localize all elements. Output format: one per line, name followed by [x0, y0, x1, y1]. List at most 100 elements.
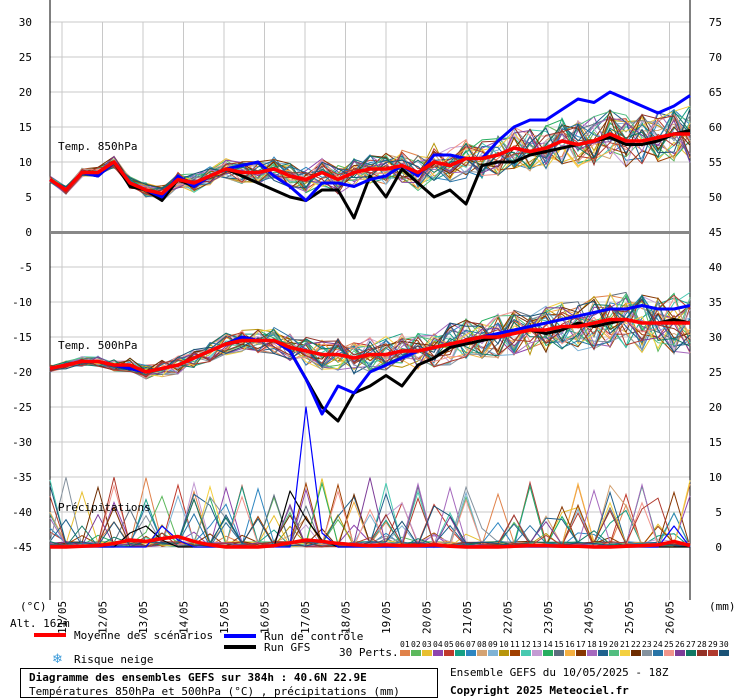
series-line-precip — [50, 534, 691, 549]
y-tick-right: 40 — [709, 261, 722, 274]
title-box: Diagramme des ensembles GEFS sur 384h : … — [20, 668, 438, 698]
legend-gfs-label: Run GFS — [264, 641, 310, 654]
member-id-label: 17 — [576, 640, 586, 649]
member-swatch — [488, 650, 498, 656]
series-line-t500 — [49, 317, 690, 374]
member-swatch — [521, 650, 531, 656]
member-swatch — [686, 650, 696, 656]
member-swatch — [609, 650, 619, 656]
y-tick-right: 25 — [709, 366, 722, 379]
right-unit-label: (mm) — [709, 600, 736, 613]
member-id-label: 09 — [488, 640, 498, 649]
member-line-precip — [49, 485, 691, 548]
copyright: Copyright 2025 Meteociel.fr — [450, 684, 629, 697]
x-tick-label: 15/05 — [218, 601, 231, 634]
y-tick-left: 20 — [19, 86, 32, 99]
y-tick-left: 5 — [25, 191, 32, 204]
y-tick-right: 35 — [709, 296, 722, 309]
member-id-label: 16 — [565, 640, 575, 649]
series-line-t850 — [49, 132, 690, 196]
member-id-label: 12 — [521, 640, 531, 649]
legend-control-label: Run de contrôle — [264, 630, 363, 643]
y-tick-right: 10 — [709, 471, 722, 484]
x-tick-label: 23/05 — [542, 601, 555, 634]
member-id-label: 03 — [422, 640, 432, 649]
y-tick-left: 15 — [19, 121, 32, 134]
y-tick-right: 70 — [709, 51, 722, 64]
member-id-label: 14 — [543, 640, 553, 649]
x-tick-label: 19/05 — [380, 601, 393, 634]
axis-labels: 11/05 12/05 13/05 14/05 15/05 16/05 17/05 18/05… — [12, 16, 722, 634]
member-swatch — [565, 650, 575, 656]
member-legend: 01 02 03 04 05 06 07 08 09 10 11 12 13 14 15 16 17 18 19 20… — [400, 640, 729, 656]
member-swatch — [411, 650, 421, 656]
member-swatch — [620, 650, 630, 656]
chart-title: Diagramme des ensembles GEFS sur 384h : … — [29, 671, 367, 684]
y-tick-right: 30 — [709, 331, 722, 344]
member-id-label: 23 — [642, 640, 652, 649]
x-tick-label: 21/05 — [461, 601, 474, 634]
member-id-label: 13 — [532, 640, 542, 649]
x-tick-label: 25/05 — [623, 601, 636, 634]
member-id-label: 15 — [554, 640, 564, 649]
member-swatch — [510, 650, 520, 656]
x-tick-label: 14/05 — [178, 601, 191, 634]
x-tick-label: 22/05 — [502, 601, 515, 634]
member-swatch — [543, 650, 553, 656]
member-id-label: 05 — [444, 640, 454, 649]
x-tick-label: 18/05 — [340, 601, 353, 634]
member-line-t500 — [49, 292, 691, 377]
member-id-label: 22 — [631, 640, 641, 649]
member-id-label: 30 — [719, 640, 729, 649]
panel-label-precip: Précipitations — [58, 501, 151, 514]
member-swatch — [455, 650, 465, 656]
y-tick-right: 15 — [709, 436, 722, 449]
member-swatch — [598, 650, 608, 656]
member-id-label: 07 — [466, 640, 476, 649]
member-swatch — [532, 650, 542, 656]
altitude-label: Alt. 162m — [10, 617, 70, 630]
legend-snow-label: Risque neige — [74, 653, 153, 666]
y-tick-left: 10 — [19, 156, 32, 169]
member-swatch — [499, 650, 509, 656]
member-swatch — [642, 650, 652, 656]
member-swatch — [587, 650, 597, 656]
y-tick-right: 5 — [715, 506, 722, 519]
y-tick-left: -25 — [12, 401, 32, 414]
series-line-t850 — [49, 90, 691, 202]
member-swatch — [477, 650, 487, 656]
y-tick-right: 60 — [709, 121, 722, 134]
x-tick-label: 16/05 — [259, 601, 272, 634]
member-id-label: 19 — [598, 640, 608, 649]
member-id-label: 25 — [664, 640, 674, 649]
member-id-label: 27 — [686, 640, 696, 649]
main-series — [49, 90, 691, 549]
member-id-label: 04 — [433, 640, 443, 649]
member-swatch — [422, 650, 432, 656]
member-id-label: 01 — [400, 640, 410, 649]
left-unit-label: (°C) — [20, 600, 47, 613]
y-tick-right: 20 — [709, 401, 722, 414]
member-swatch — [400, 650, 410, 656]
panel-separator — [50, 231, 690, 234]
member-swatch — [554, 650, 564, 656]
member-id-label: 24 — [653, 640, 663, 649]
member-swatch — [631, 650, 641, 656]
y-tick-right: 50 — [709, 191, 722, 204]
member-id-label: 06 — [455, 640, 465, 649]
y-tick-left: -20 — [12, 366, 32, 379]
member-id-label: 08 — [477, 640, 487, 649]
panel-label-t850: Temp. 850hPa — [58, 140, 137, 153]
x-tick-label: 13/05 — [137, 601, 150, 634]
member-id-label: 26 — [675, 640, 685, 649]
member-swatch — [697, 650, 707, 656]
member-id-label: 11 — [510, 640, 520, 649]
x-tick-label: 11/05 — [56, 601, 69, 634]
x-tick-label: 17/05 — [299, 601, 312, 634]
y-tick-left: 25 — [19, 51, 32, 64]
y-tick-left: -5 — [19, 261, 32, 274]
y-tick-right: 45 — [709, 226, 722, 239]
y-tick-right: 55 — [709, 156, 722, 169]
x-tick-label: 12/05 — [97, 601, 110, 634]
y-tick-right: 75 — [709, 16, 722, 29]
